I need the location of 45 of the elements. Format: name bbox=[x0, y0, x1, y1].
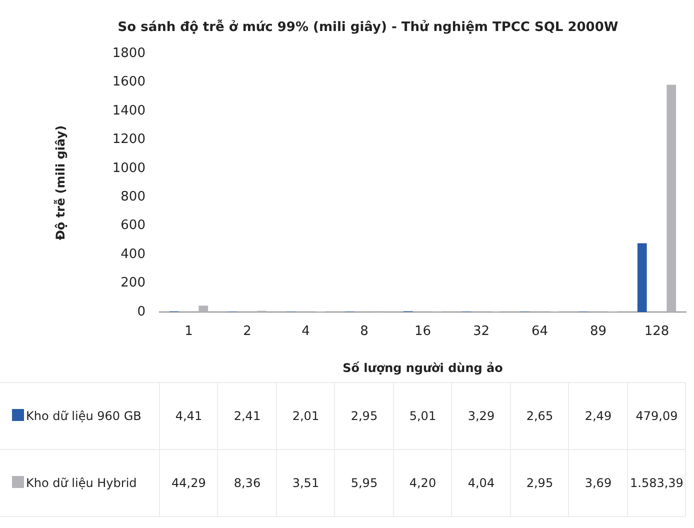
y-tick-label: 1200 bbox=[112, 132, 146, 148]
data-label: 8,36 bbox=[218, 450, 276, 516]
chart-title: So sánh độ trễ ở mức 99% (mili giây) - Thử nghiệm TPCC SQL 2000W bbox=[118, 19, 618, 36]
data-label: 44,29 bbox=[159, 450, 218, 516]
y-tick-label: 400 bbox=[120, 246, 146, 262]
y-tick-label: 1800 bbox=[112, 46, 146, 61]
data-label: 2,95 bbox=[334, 382, 394, 450]
data-label: 2,95 bbox=[510, 450, 569, 516]
data-label: 3,29 bbox=[452, 382, 510, 450]
data-label: 479,09 bbox=[627, 382, 686, 450]
data-label: 2,41 bbox=[218, 382, 276, 450]
legend-label: Kho dữ liệu 960 GB bbox=[0, 382, 160, 450]
x-tick-label: 2 bbox=[243, 324, 252, 340]
y-tick-label: 600 bbox=[120, 218, 146, 234]
x-tick-label: 32 bbox=[472, 324, 490, 340]
y-axis-title: Độ trễ (mili giây) bbox=[53, 125, 68, 240]
bar bbox=[198, 306, 208, 312]
x-tick-label: 1 bbox=[184, 324, 193, 340]
y-tick-label: 0 bbox=[137, 304, 146, 320]
bar bbox=[637, 243, 647, 312]
y-tick-label: 1600 bbox=[112, 74, 146, 90]
data-label: 5,01 bbox=[393, 382, 452, 450]
y-tick-label: 200 bbox=[120, 276, 146, 291]
x-axis-title: Số lượng người dùng ảo bbox=[342, 360, 503, 375]
data-label: 1.583,39 bbox=[627, 450, 686, 516]
data-label: 3,51 bbox=[276, 450, 335, 516]
y-tick-label: 800 bbox=[120, 190, 146, 205]
x-tick-label: 128 bbox=[644, 324, 670, 340]
x-tick-label: 16 bbox=[414, 324, 432, 340]
data-label: 5,95 bbox=[334, 450, 394, 516]
data-label: 2,49 bbox=[568, 382, 628, 450]
bar bbox=[666, 84, 676, 312]
x-tick-label: 89 bbox=[590, 324, 607, 340]
x-tick-label: 64 bbox=[531, 324, 548, 340]
data-label: 4,04 bbox=[452, 450, 510, 516]
data-label: 3,69 bbox=[568, 450, 628, 516]
y-tick-label: 1000 bbox=[112, 160, 146, 176]
x-tick-label: 8 bbox=[360, 324, 368, 340]
x-tick-label: 4 bbox=[302, 324, 310, 340]
legend-label: Kho dữ liệu Hybrid bbox=[0, 450, 160, 516]
data-label: 4,41 bbox=[159, 382, 218, 450]
data-label: 2,65 bbox=[510, 382, 569, 450]
y-tick-label: 1400 bbox=[112, 103, 146, 118]
data-label: 2,01 bbox=[276, 382, 335, 450]
data-label: 4,20 bbox=[393, 450, 452, 516]
